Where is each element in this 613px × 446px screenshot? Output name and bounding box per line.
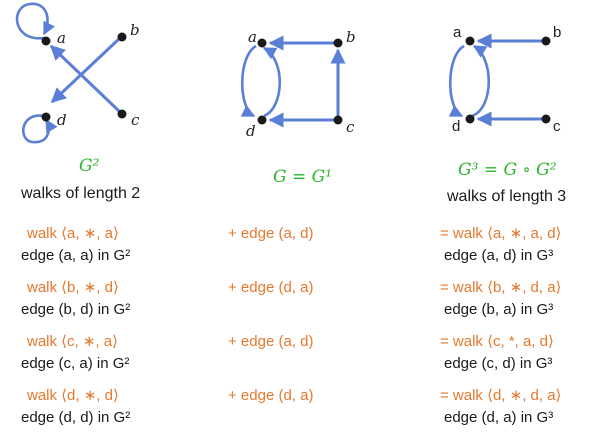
g3-title: G³ = G ∘ G²	[458, 160, 557, 180]
row2-walk2: walk ⟨b, ∗, d⟩	[27, 279, 119, 296]
g1-label-a: a	[248, 28, 257, 46]
g2-subtitle: walks of length 2	[21, 185, 141, 202]
g2-label-c: c	[131, 111, 140, 129]
graph-g2: a b c d	[15, 2, 140, 144]
row4-edge2: edge (d, d) in G²	[21, 409, 131, 426]
g3-node-a	[465, 36, 475, 46]
g3-node-b	[541, 36, 551, 46]
g2-node-b	[117, 32, 127, 42]
g3-subtitle: walks of length 3	[447, 188, 567, 205]
g1-node-d	[257, 115, 267, 125]
row4-edge1: + edge (d, a)	[228, 387, 314, 404]
row3-walk2: walk ⟨c, ∗, a⟩	[27, 333, 118, 350]
g3-edge-d-a	[471, 44, 491, 118]
row3-edge2: edge (c, a) in G²	[21, 355, 130, 372]
g2-node-d	[41, 112, 51, 122]
graph-g1: a b c d	[240, 28, 356, 140]
row3-edge1: + edge (a, d)	[228, 333, 314, 350]
row4-walk2: walk ⟨d, ∗, d⟩	[27, 387, 119, 404]
g2-label-d: d	[57, 111, 67, 129]
row2-walk3: = walk ⟨b, ∗, d, a⟩	[440, 279, 562, 296]
row2-edge3: edge (b, a) in G³	[444, 301, 554, 318]
row1-edge2: edge (a, a) in G²	[21, 247, 131, 264]
g1-edge-a-d	[240, 44, 257, 118]
row3-walk3: = walk ⟨c, *, a, d⟩	[440, 333, 554, 350]
row3-edge3: edge (c, d) in G³	[444, 355, 553, 372]
graphs-canvas: a b c d a b c d a b c d	[15, 2, 561, 144]
g1-edge-d-a	[262, 46, 282, 118]
g2-node-c	[117, 109, 127, 119]
g2-title: G²	[79, 156, 100, 176]
row1-walk3: = walk ⟨a, ∗, a, d⟩	[440, 225, 562, 242]
g1-node-c	[333, 115, 343, 125]
row1-walk2: walk ⟨a, ∗, a⟩	[27, 225, 119, 242]
row1-edge3: edge (a, d) in G³	[444, 247, 554, 264]
g3-label-c: c	[553, 118, 561, 135]
g1-label-c: c	[346, 118, 355, 136]
g1-title: G = G¹	[273, 167, 333, 187]
g2-loop-d	[22, 114, 58, 144]
row1-edge1: + edge (a, d)	[228, 225, 314, 242]
row4-edge3: edge (d, a) in G³	[444, 409, 554, 426]
g1-node-a	[257, 38, 267, 48]
g3-node-d	[465, 114, 475, 124]
g1-node-b	[333, 38, 343, 48]
g3-node-c	[541, 114, 551, 124]
g2-label-a: a	[57, 29, 66, 47]
g3-label-d: d	[452, 118, 460, 135]
g3-edge-a-d	[448, 44, 465, 118]
row2-edge2: edge (b, d) in G²	[21, 301, 131, 318]
g2-edge-c-a	[49, 44, 122, 114]
g1-label-b: b	[346, 28, 356, 46]
graph-g3: a b c d	[448, 24, 561, 135]
row4-walk3: = walk ⟨d, ∗, d, a⟩	[440, 387, 562, 404]
g2-loop-a	[15, 2, 56, 40]
row2-edge1: + edge (d, a)	[228, 279, 314, 296]
g2-edge-b-d	[50, 36, 122, 104]
g2-node-a	[41, 36, 51, 46]
g3-label-a: a	[453, 24, 462, 41]
g2-label-b: b	[130, 21, 140, 39]
g1-label-d: d	[246, 122, 256, 140]
g3-label-b: b	[553, 24, 561, 41]
